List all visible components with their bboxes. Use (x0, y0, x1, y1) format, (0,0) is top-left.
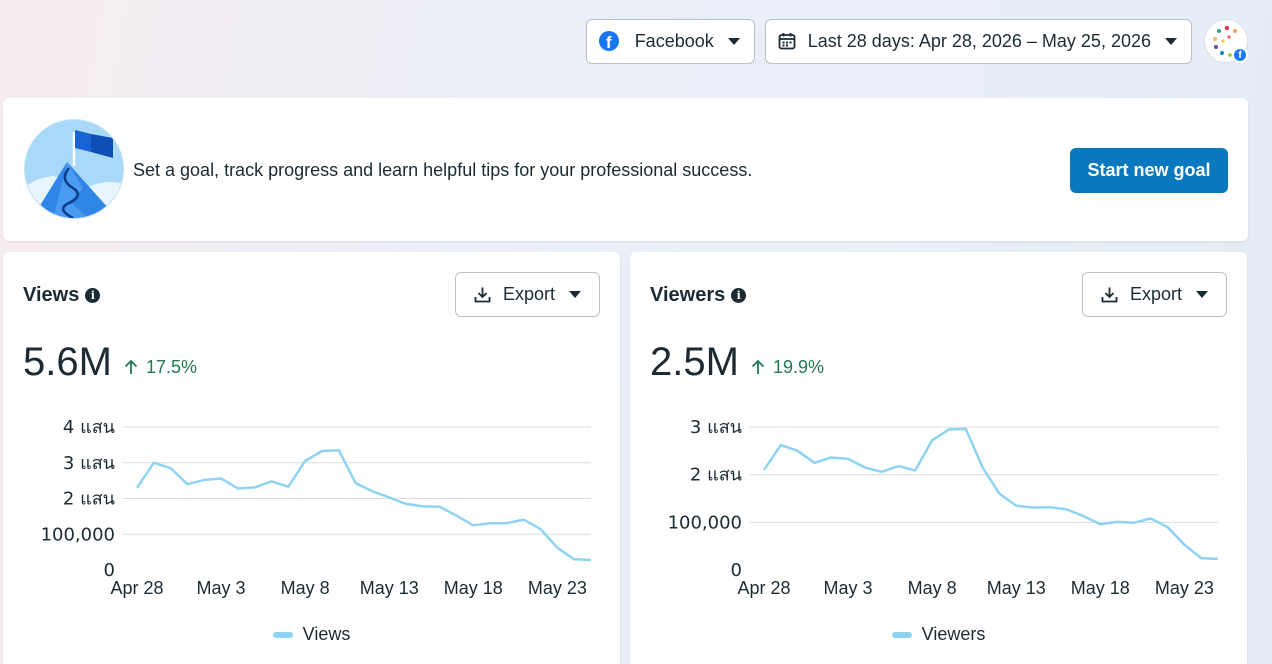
facebook-badge-icon: f (1232, 47, 1248, 63)
platform-dropdown[interactable]: f Facebook (585, 18, 755, 64)
x-tick-label: Apr 28 (737, 578, 790, 598)
series-line (135, 448, 592, 562)
chevron-down-icon (727, 37, 740, 45)
metric-value: 2.5M (650, 340, 739, 384)
y-tick-label: 0 (731, 560, 742, 581)
metric-change: 19.9% (751, 357, 824, 378)
export-button[interactable]: Export (455, 272, 600, 317)
y-tick-label: 100,000 (41, 524, 115, 545)
date-range-label: Last 28 days: Apr 28, 2026 – May 25, 202… (807, 30, 1151, 51)
metric-value: 5.6M (23, 340, 112, 384)
info-icon[interactable]: i (85, 288, 101, 303)
goal-flag-illustration-icon (23, 118, 125, 220)
arrow-up-icon (124, 359, 138, 375)
goal-description: Set a goal, track progress and learn hel… (133, 160, 753, 180)
x-tick-label: May 3 (824, 578, 873, 598)
y-tick-label: 2 แสน (63, 489, 115, 510)
info-icon[interactable]: i (731, 288, 747, 303)
start-new-goal-button[interactable]: Start new goal (1070, 148, 1228, 193)
export-button[interactable]: Export (1082, 272, 1227, 317)
x-tick-label: May 23 (1155, 578, 1214, 598)
legend-label: Viewers (921, 624, 986, 644)
panel-title-text: Views (23, 284, 80, 306)
viewers-title: Viewers i (650, 284, 747, 307)
x-tick-label: May 8 (281, 578, 330, 598)
chevron-down-icon (569, 291, 582, 298)
chevron-down-icon (1165, 37, 1177, 45)
top-bar: f Facebook Last 28 days: Apr 28, 2026 – … (585, 18, 1248, 64)
y-tick-label: 3 แสน (63, 453, 115, 474)
legend-swatch (891, 631, 912, 638)
date-range-dropdown[interactable]: Last 28 days: Apr 28, 2026 – May 25, 202… (764, 18, 1192, 64)
views-chart: 0 100,000 2 แสน 3 แสน 4 แสน Apr 28 May 3 May 8 M… (41, 417, 592, 598)
y-tick-label: 100,000 (668, 512, 742, 533)
arrow-up-icon (751, 359, 765, 375)
metric-change: 17.5% (124, 357, 197, 378)
metric-change-value: 17.5% (145, 356, 197, 377)
facebook-icon: f (598, 31, 619, 51)
x-tick-label: Apr 28 (110, 578, 163, 598)
x-tick-label: May 18 (444, 578, 503, 598)
export-label: Export (502, 284, 556, 304)
y-tick-label: 3 แสน (690, 417, 742, 438)
panel-title-text: Viewers (650, 284, 726, 306)
legend-label: Views (302, 624, 351, 644)
viewers-metric: 2.5M 19.9% (650, 340, 824, 385)
chevron-down-icon (1196, 291, 1209, 298)
x-tick-label: May 3 (197, 578, 246, 598)
goal-card: Set a goal, track progress and learn hel… (3, 98, 1248, 241)
chart-legend: Views (3, 624, 620, 645)
views-metric: 5.6M 17.5% (23, 340, 197, 385)
x-tick-label: May 8 (908, 578, 957, 598)
download-icon (1101, 286, 1118, 303)
chart-legend: Viewers (630, 624, 1247, 645)
download-icon (474, 286, 491, 303)
views-panel: Views i Export 5.6M 17.5% 0 100,000 2 แสน 3… (3, 252, 620, 664)
platform-label: Facebook (634, 30, 714, 51)
avatar-logo-icon (1212, 25, 1237, 57)
metric-change-value: 19.9% (772, 356, 824, 377)
views-title: Views i (23, 284, 101, 307)
x-tick-label: May 13 (987, 578, 1046, 598)
y-tick-label: 4 แสน (63, 417, 115, 438)
viewers-panel: Viewers i Export 2.5M 19.9% 0 100,000 2 แส… (630, 252, 1247, 664)
calendar-icon (778, 32, 796, 50)
x-tick-label: May 23 (528, 578, 587, 598)
viewers-chart: 0 100,000 2 แสน 3 แสน Apr 28 May 3 May 8 May 13… (668, 417, 1219, 598)
x-tick-label: May 18 (1071, 578, 1130, 598)
export-label: Export (1129, 284, 1183, 304)
series-line (762, 427, 1219, 561)
legend-swatch (272, 631, 293, 638)
account-avatar[interactable]: f (1204, 19, 1248, 63)
x-tick-label: May 13 (360, 578, 419, 598)
y-tick-label: 0 (104, 560, 115, 581)
y-tick-label: 2 แสน (690, 465, 742, 486)
